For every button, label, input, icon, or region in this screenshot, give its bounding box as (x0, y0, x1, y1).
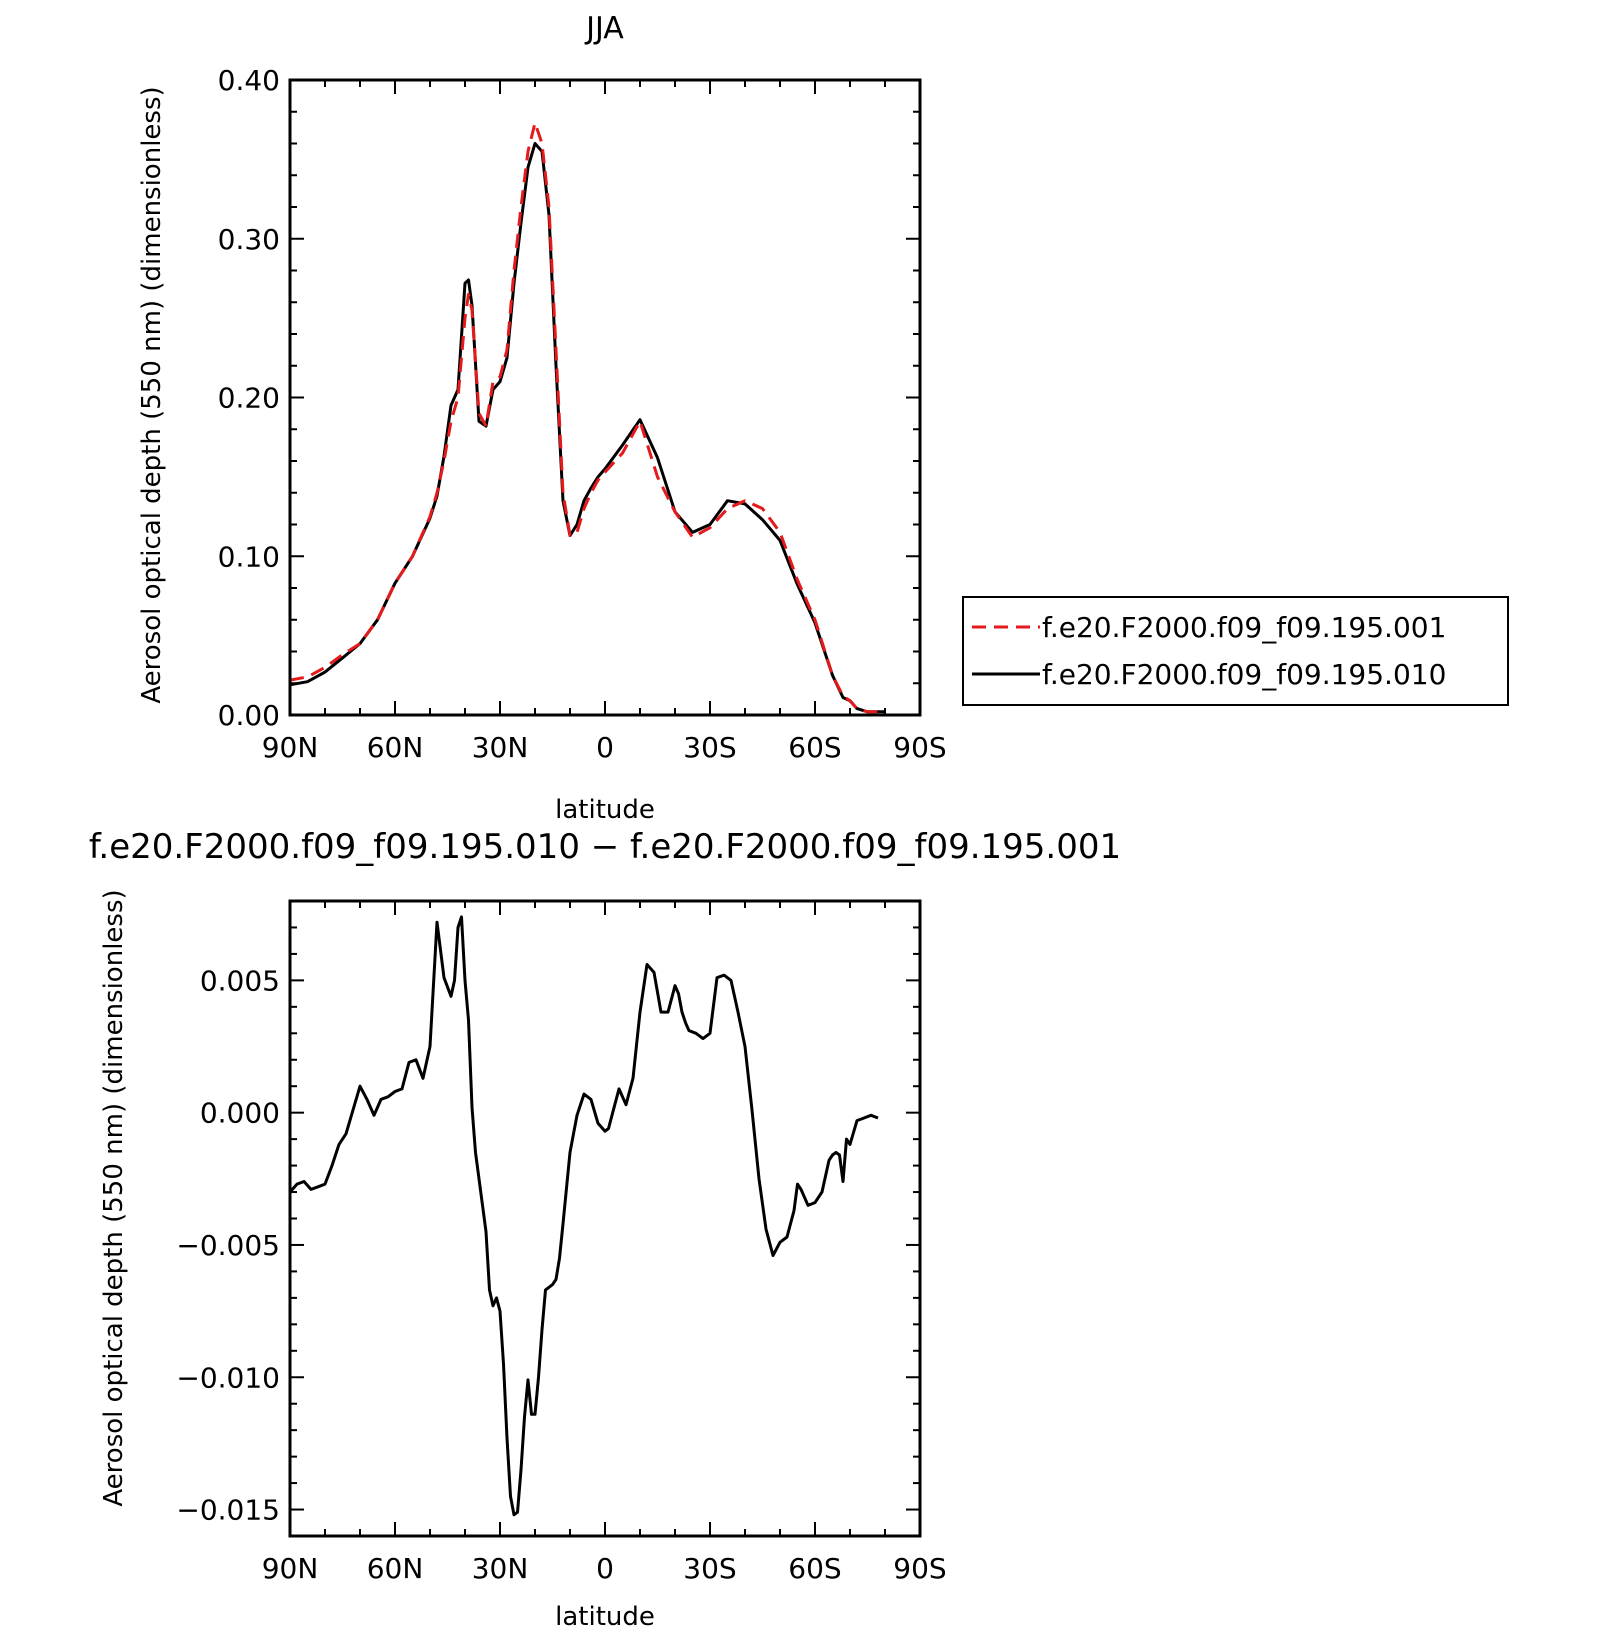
top-chart-ylabel: Aerosol optical depth (550 nm) (dimensio… (137, 86, 167, 703)
y-tick-label: −0.010 (176, 1361, 280, 1394)
bottom-chart-frame (288, 899, 922, 1538)
bottom-chart: f.e20.F2000.f09_f09.195.010 − f.e20.F200… (89, 827, 1121, 1632)
y-tick-label: −0.015 (176, 1494, 280, 1527)
x-tick-label: 60S (788, 1552, 841, 1585)
x-tick-label: 90S (893, 1552, 946, 1585)
series-line-2 (289, 142, 885, 714)
bottom-chart-title: f.e20.F2000.f09_f09.195.010 − f.e20.F200… (89, 827, 1121, 867)
y-tick-label: 0.20 (218, 382, 280, 415)
series-line-1 (288, 915, 879, 1517)
x-tick-label: 0 (596, 1552, 614, 1585)
x-tick-label: 30S (683, 1552, 736, 1585)
x-tick-label: 60N (367, 731, 424, 764)
x-tick-label: 30S (683, 731, 736, 764)
x-tick-label: 30N (472, 731, 529, 764)
x-tick-label: 0 (596, 731, 614, 764)
top-chart-frame (288, 78, 922, 717)
legend: f.e20.F2000.f09_f09.195.001 f.e20.F2000.… (962, 596, 1509, 706)
bottom-chart-ticks (289, 900, 921, 1537)
bottom-chart-tick-labels: 90N 60N 30N 0 30S 60S 90S 0.005 0.000 −0.005 −0.01… (176, 964, 946, 1585)
top-chart-xlabel: latitude (555, 795, 655, 825)
x-tick-label: 30N (472, 1552, 529, 1585)
y-tick-label: 0.00 (218, 699, 280, 732)
y-tick-label: 0.005 (200, 964, 280, 997)
x-tick-label: 90S (893, 731, 946, 764)
bottom-chart-ylabel: Aerosol optical depth (550 nm) (dimensio… (99, 889, 129, 1506)
top-chart-ticks (289, 79, 921, 716)
legend-box (962, 596, 1509, 706)
top-chart-tick-labels: 90N 60N 30N 0 30S 60S 90S 0.00 0.10 0.20 0.30 0.40 (218, 64, 947, 764)
x-tick-label: 60S (788, 731, 841, 764)
top-chart-title: JJA (584, 11, 624, 46)
top-chart: JJA Aerosol optical depth (550 nm) (dime… (137, 11, 1509, 825)
y-tick-label: 0.30 (218, 223, 280, 256)
legend-label-series-1: f.e20.F2000.f09_f09.195.001 (1042, 611, 1446, 644)
y-tick-label: 0.10 (218, 540, 280, 573)
bottom-chart-xlabel: latitude (555, 1602, 655, 1632)
x-tick-label: 90N (262, 1552, 319, 1585)
x-tick-label: 90N (262, 731, 319, 764)
bottom-chart-series (288, 915, 879, 1517)
x-tick-label: 60N (367, 1552, 424, 1585)
y-tick-label: −0.005 (176, 1229, 280, 1262)
series-line-1 (289, 121, 885, 714)
y-tick-label: 0.000 (200, 1097, 280, 1130)
y-tick-label: 0.40 (218, 64, 280, 97)
legend-label-series-2: f.e20.F2000.f09_f09.195.010 (1042, 658, 1446, 691)
top-chart-series (289, 121, 885, 714)
